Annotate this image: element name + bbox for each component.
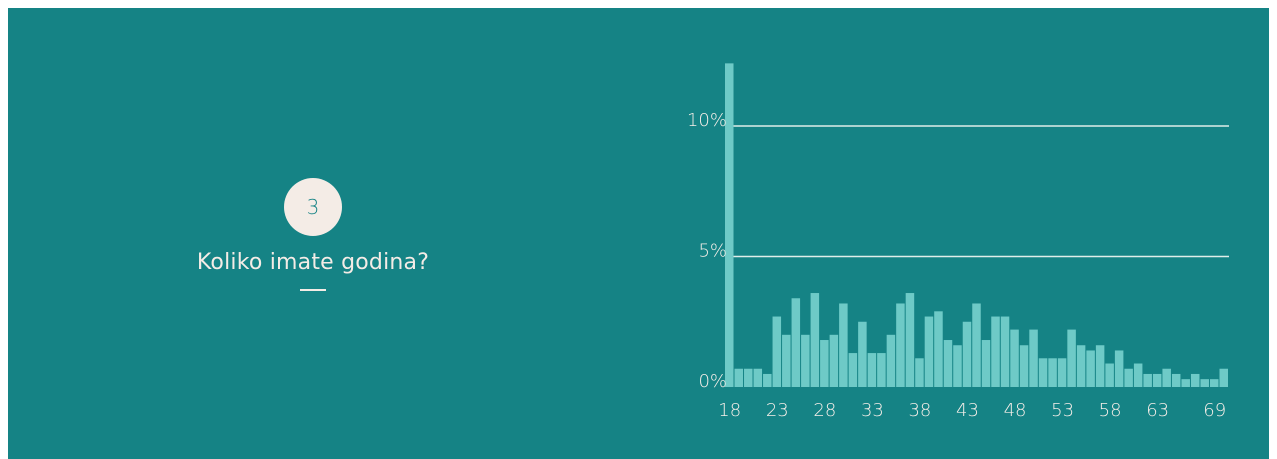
grid-layer (725, 125, 1229, 258)
y-tick-label: 5% (698, 241, 727, 262)
x-tick-label: 33 (861, 400, 884, 421)
bar-age-37 (905, 293, 915, 387)
divider-dash (300, 289, 326, 291)
bar-age-48 (1010, 329, 1019, 387)
survey-panel: 3 Koliko imate godina? 0% 5% 10% 18 23 28 33 3… (8, 8, 1269, 459)
y-tick-label: 0% (698, 371, 727, 392)
bar-age-66 (1181, 379, 1190, 387)
age-histogram: 0% 5% 10% 18 23 28 33 38 43 48 53 58 63 69 (687, 63, 1229, 421)
bar-age-19 (734, 368, 744, 387)
y-axis-labels: 0% 5% 10% (687, 110, 727, 392)
x-tick-label: 38 (908, 400, 931, 421)
bar-age-42 (953, 345, 962, 387)
bar-age-59 (1114, 350, 1124, 387)
x-tick-label: 28 (813, 400, 836, 421)
bar-age-33 (867, 353, 877, 387)
bar-age-52 (1048, 358, 1057, 387)
question-block: 3 Koliko imate godina? (8, 178, 618, 291)
x-axis-labels: 18 23 28 33 38 43 48 53 58 63 69 (718, 400, 1226, 421)
bar-age-35 (886, 334, 896, 387)
bar-age-61 (1133, 363, 1143, 387)
bar-age-57 (1095, 345, 1105, 387)
bar-age-22 (763, 373, 772, 387)
bar-age-58 (1105, 363, 1114, 387)
bar-age-69 (1209, 379, 1219, 387)
x-tick-label: 58 (1099, 400, 1122, 421)
bar-age-65 (1171, 373, 1181, 387)
bar-age-21 (753, 368, 763, 387)
bar-age-51 (1038, 358, 1048, 387)
bar-age-30 (839, 303, 848, 387)
bar-age-45 (981, 340, 991, 387)
bar-age-60 (1124, 368, 1133, 387)
bar-age-29 (829, 334, 839, 387)
bar-age-32 (858, 321, 867, 387)
bar-age-24 (782, 334, 791, 387)
x-tick-label: 48 (1004, 400, 1027, 421)
bar-age-40 (934, 311, 943, 387)
x-tick-label: 53 (1051, 400, 1074, 421)
bars-layer (725, 63, 1228, 388)
bar-age-50 (1029, 329, 1038, 387)
bar-age-27 (810, 293, 820, 387)
bar-age-63 (1152, 373, 1162, 387)
x-tick-label: 18 (718, 400, 741, 421)
bar-age-64 (1162, 368, 1171, 387)
x-tick-label: 23 (766, 400, 789, 421)
x-tick-label: 69 (1203, 400, 1226, 421)
bar-age-70 (1219, 368, 1228, 387)
x-tick-label: 43 (956, 400, 979, 421)
bar-age-28 (820, 340, 829, 387)
bar-age-62 (1143, 373, 1152, 387)
bar-age-67 (1190, 373, 1200, 387)
bar-age-31 (848, 353, 858, 387)
bar-age-56 (1086, 350, 1095, 387)
question-text: Koliko imate godina? (196, 250, 430, 275)
bar-age-43 (962, 321, 972, 387)
bar-age-36 (896, 303, 905, 387)
bar-age-18 (725, 63, 734, 388)
bar-age-55 (1076, 345, 1086, 387)
bar-age-25 (791, 298, 801, 387)
bar-age-34 (877, 353, 886, 387)
x-tick-label: 63 (1146, 400, 1169, 421)
bar-age-53 (1057, 358, 1067, 387)
bar-age-41 (943, 340, 953, 387)
bar-age-39 (924, 316, 934, 387)
bar-age-38 (915, 358, 924, 387)
bar-age-46 (991, 316, 1000, 387)
y-tick-label: 10% (687, 110, 727, 131)
bar-age-68 (1200, 379, 1209, 387)
bar-age-49 (1019, 345, 1029, 387)
bar-age-23 (772, 316, 782, 387)
bar-age-54 (1067, 329, 1076, 387)
question-number-badge: 3 (284, 178, 342, 236)
bar-age-26 (801, 334, 810, 387)
bar-age-20 (744, 368, 753, 387)
bar-age-47 (1000, 316, 1010, 387)
bar-age-44 (972, 303, 981, 387)
